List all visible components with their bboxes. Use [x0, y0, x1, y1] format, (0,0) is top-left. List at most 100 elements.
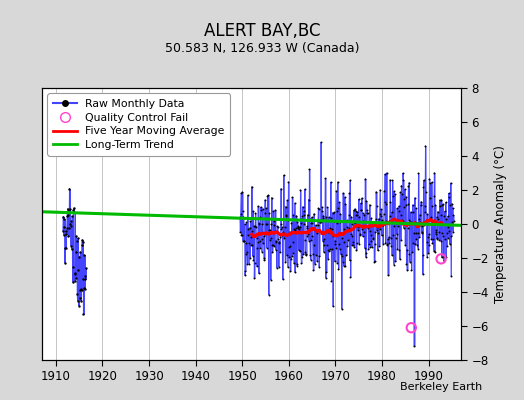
- Point: [291, 269, 299, 276]
- Point: [396, 212, 405, 218]
- Point: [441, 208, 449, 214]
- Point: [340, 263, 348, 269]
- Point: [404, 182, 412, 189]
- Point: [445, 228, 453, 234]
- Point: [310, 210, 318, 217]
- Point: [269, 208, 277, 214]
- Point: [250, 274, 258, 281]
- Point: [338, 235, 346, 241]
- Point: [315, 253, 324, 260]
- Point: [242, 219, 250, 226]
- Point: [302, 250, 310, 257]
- Point: [346, 274, 355, 280]
- Point: [324, 256, 332, 262]
- Point: [351, 206, 359, 212]
- Point: [361, 245, 369, 251]
- Point: [434, 220, 443, 227]
- Point: [399, 170, 407, 176]
- Point: [256, 238, 264, 244]
- Point: [79, 310, 88, 317]
- Point: [69, 279, 77, 285]
- Point: [344, 225, 353, 232]
- Point: [338, 253, 346, 260]
- Point: [356, 200, 365, 206]
- Point: [242, 240, 250, 246]
- Point: [438, 202, 446, 208]
- Point: [281, 258, 289, 265]
- Point: [272, 238, 280, 244]
- Point: [301, 249, 310, 256]
- Point: [384, 236, 392, 242]
- Point: [285, 244, 293, 251]
- Point: [60, 216, 69, 222]
- Point: [431, 248, 439, 255]
- Point: [381, 240, 390, 247]
- Point: [381, 201, 390, 208]
- Point: [279, 229, 288, 235]
- Point: [317, 139, 325, 145]
- Point: [358, 226, 366, 232]
- Point: [282, 252, 291, 259]
- Point: [264, 192, 272, 198]
- Point: [396, 189, 405, 196]
- Point: [442, 254, 450, 260]
- Point: [349, 241, 357, 248]
- Point: [424, 231, 433, 238]
- Point: [74, 235, 82, 242]
- Point: [329, 210, 337, 216]
- Point: [290, 226, 298, 232]
- Point: [389, 232, 397, 238]
- Point: [314, 206, 323, 212]
- Point: [363, 206, 371, 213]
- Point: [319, 215, 327, 222]
- Point: [426, 180, 434, 187]
- Point: [311, 227, 319, 233]
- Point: [360, 223, 368, 230]
- Point: [350, 244, 358, 250]
- Point: [443, 243, 451, 250]
- Point: [439, 232, 447, 239]
- Point: [337, 306, 346, 312]
- Point: [430, 193, 438, 200]
- Point: [287, 229, 295, 236]
- Point: [425, 241, 433, 248]
- Point: [339, 258, 347, 265]
- Point: [297, 260, 305, 266]
- Point: [301, 237, 309, 243]
- Point: [387, 242, 396, 249]
- Point: [388, 252, 396, 259]
- Point: [372, 216, 380, 223]
- Point: [61, 245, 70, 251]
- Text: Berkeley Earth: Berkeley Earth: [400, 382, 482, 392]
- Point: [435, 236, 443, 243]
- Point: [63, 213, 71, 219]
- Point: [268, 194, 276, 201]
- Point: [284, 178, 292, 185]
- Point: [345, 190, 354, 196]
- Point: [390, 191, 399, 197]
- Point: [401, 186, 409, 192]
- Point: [282, 213, 290, 219]
- Point: [297, 220, 305, 226]
- Point: [265, 210, 273, 216]
- Point: [71, 270, 80, 276]
- Point: [350, 207, 358, 214]
- Point: [385, 218, 394, 224]
- Point: [333, 208, 342, 214]
- Point: [236, 214, 244, 220]
- Point: [448, 219, 456, 225]
- Point: [358, 210, 367, 216]
- Point: [294, 223, 303, 229]
- Point: [400, 204, 409, 210]
- Point: [426, 216, 434, 222]
- Point: [438, 254, 446, 261]
- Point: [308, 220, 316, 226]
- Point: [432, 229, 441, 236]
- Point: [257, 204, 265, 210]
- Point: [403, 225, 412, 231]
- Point: [270, 242, 278, 249]
- Point: [352, 246, 361, 253]
- Point: [366, 228, 374, 234]
- Point: [263, 244, 271, 251]
- Point: [369, 236, 377, 242]
